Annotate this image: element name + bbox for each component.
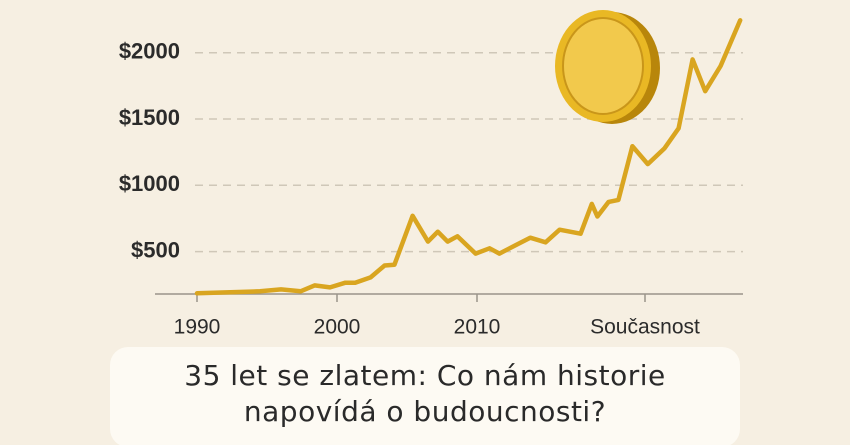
axes: $500 $1000 $1500 $2000 1990 2000 2010 Současnos… <box>119 18 743 339</box>
y-tick-label: $2000 <box>119 39 180 64</box>
x-tick-label: 2000 <box>314 316 361 339</box>
x-tick-label: Současnost <box>590 316 700 339</box>
x-tick-label: 1990 <box>174 316 221 339</box>
title-line: napovídá o budoucnosti? <box>244 395 606 428</box>
y-tick-label: $500 <box>131 237 180 262</box>
title-box <box>110 347 740 445</box>
x-tick-label: 2010 <box>454 316 501 339</box>
y-tick-label: $1000 <box>119 171 180 196</box>
title-line: 35 let se zlatem: Co nám historie <box>184 359 665 392</box>
y-tick-label: $1500 <box>119 105 180 130</box>
coin <box>555 10 660 124</box>
price-line <box>194 18 743 296</box>
